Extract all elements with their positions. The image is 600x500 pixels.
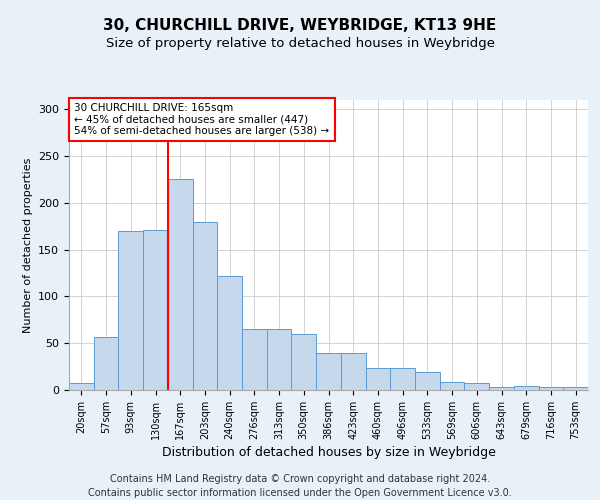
Bar (69, 384, 94, 390)
Bar (440, 382, 464, 390)
Bar (365, 368, 390, 390)
Text: Contains HM Land Registry data © Crown copyright and database right 2024.
Contai: Contains HM Land Registry data © Crown c… (88, 474, 512, 498)
Bar (193, 222, 217, 390)
Bar (267, 329, 292, 390)
Bar (539, 387, 563, 390)
Bar (341, 352, 365, 390)
Bar (563, 387, 588, 390)
Bar (489, 387, 514, 390)
Text: 30 CHURCHILL DRIVE: 165sqm
← 45% of detached houses are smaller (447)
54% of sem: 30 CHURCHILL DRIVE: 165sqm ← 45% of deta… (74, 103, 329, 136)
Bar (217, 276, 242, 390)
Bar (390, 368, 415, 390)
Bar (94, 336, 118, 390)
Text: Size of property relative to detached houses in Weybridge: Size of property relative to detached ho… (106, 38, 494, 51)
Text: 30, CHURCHILL DRIVE, WEYBRIDGE, KT13 9HE: 30, CHURCHILL DRIVE, WEYBRIDGE, KT13 9HE (103, 18, 497, 32)
Bar (292, 334, 316, 390)
X-axis label: Distribution of detached houses by size in Weybridge: Distribution of detached houses by size … (161, 446, 496, 459)
Bar (242, 329, 267, 390)
Bar (143, 230, 168, 390)
Bar (514, 386, 539, 390)
Y-axis label: Number of detached properties: Number of detached properties (23, 158, 32, 332)
Bar (168, 178, 193, 390)
Bar (118, 231, 143, 390)
Bar (415, 372, 440, 390)
Bar (316, 352, 341, 390)
Bar (464, 382, 489, 390)
